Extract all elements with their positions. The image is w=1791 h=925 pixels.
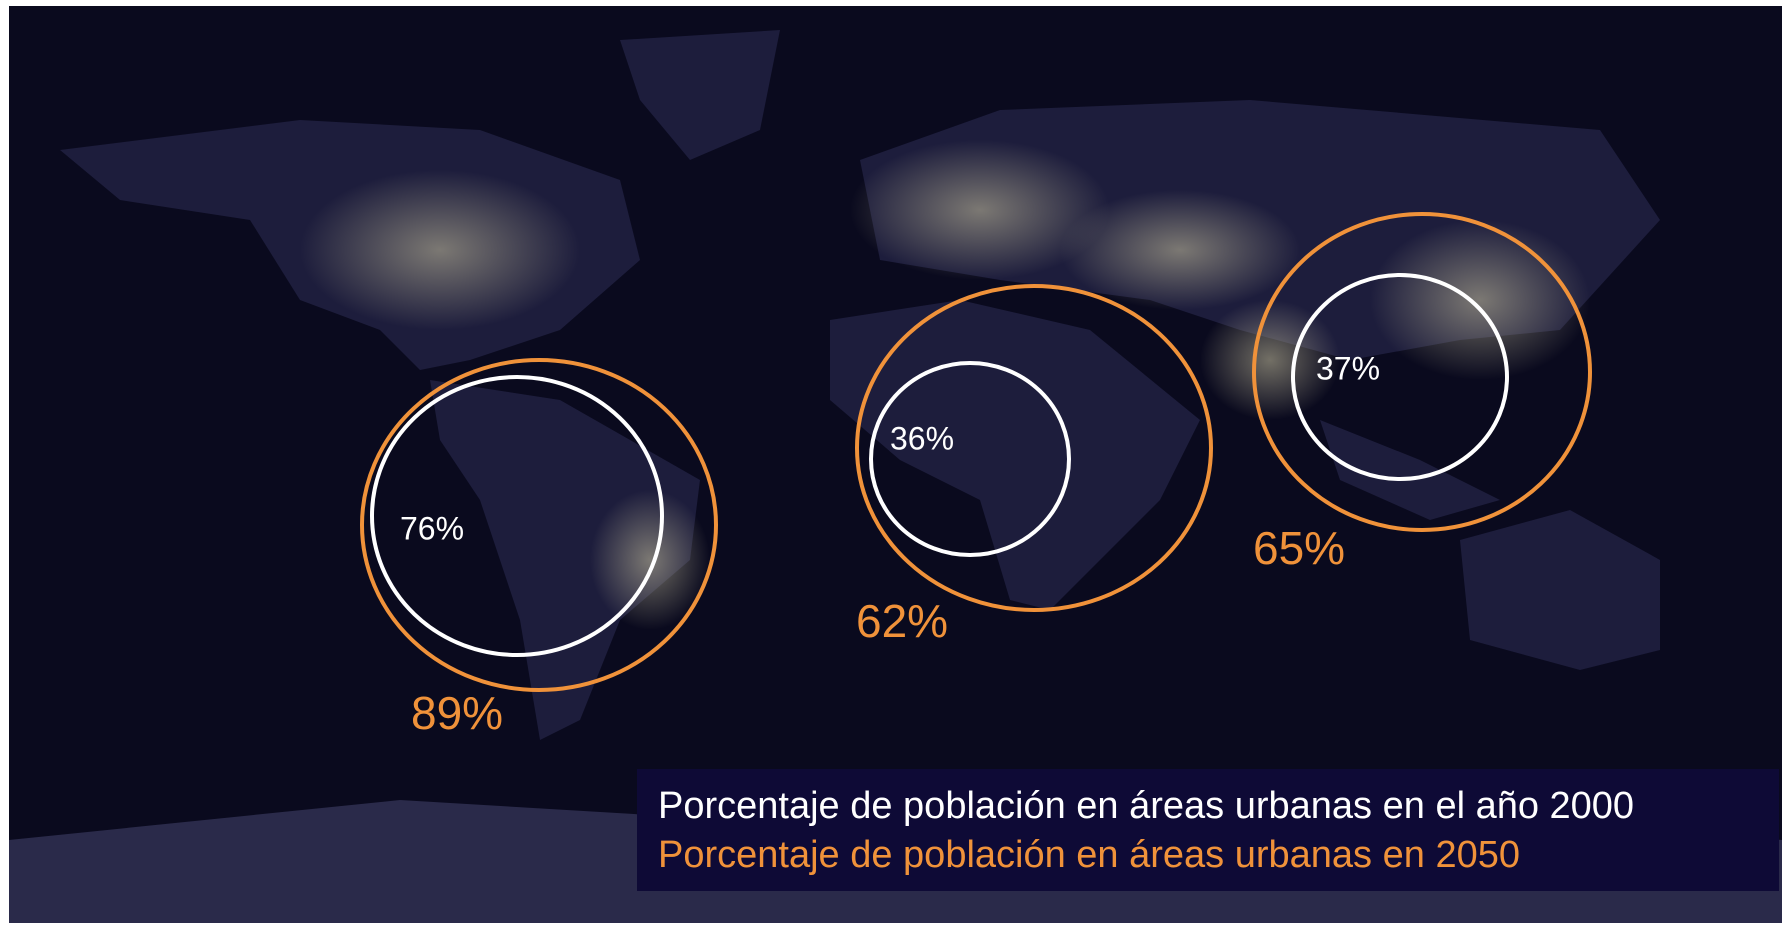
circle-2000 bbox=[1291, 273, 1509, 481]
lights-europe bbox=[850, 140, 1110, 280]
urban-2050-label: 89% bbox=[411, 687, 503, 739]
legend-2050: Porcentaje de población en áreas urbanas… bbox=[658, 834, 1520, 876]
legend-2000: Porcentaje de población en áreas urbanas… bbox=[658, 785, 1634, 827]
urban-2000-label: 76% bbox=[400, 510, 464, 546]
circle-2000 bbox=[370, 375, 664, 657]
lights-east-asia bbox=[1370, 220, 1590, 380]
africa bbox=[830, 300, 1200, 610]
circle-2000 bbox=[869, 361, 1071, 557]
australia bbox=[1460, 510, 1660, 670]
urban-2050-label: 62% bbox=[856, 595, 948, 647]
legend-box bbox=[637, 769, 1779, 891]
urban-2000-label: 37% bbox=[1316, 350, 1380, 386]
lights-middle-east bbox=[1060, 190, 1300, 310]
south-america bbox=[430, 380, 700, 740]
lights-north-america bbox=[300, 170, 580, 330]
greenland bbox=[620, 30, 780, 160]
lights-brazil bbox=[590, 490, 710, 630]
circle-2050 bbox=[855, 284, 1213, 612]
urban-2050-label: 65% bbox=[1253, 522, 1345, 574]
urban-2000-label: 36% bbox=[890, 420, 954, 456]
southeast-asia-islands bbox=[1320, 420, 1500, 520]
circle-2050 bbox=[1252, 212, 1592, 532]
circle-2050 bbox=[360, 358, 718, 692]
city-lights bbox=[300, 140, 1590, 630]
